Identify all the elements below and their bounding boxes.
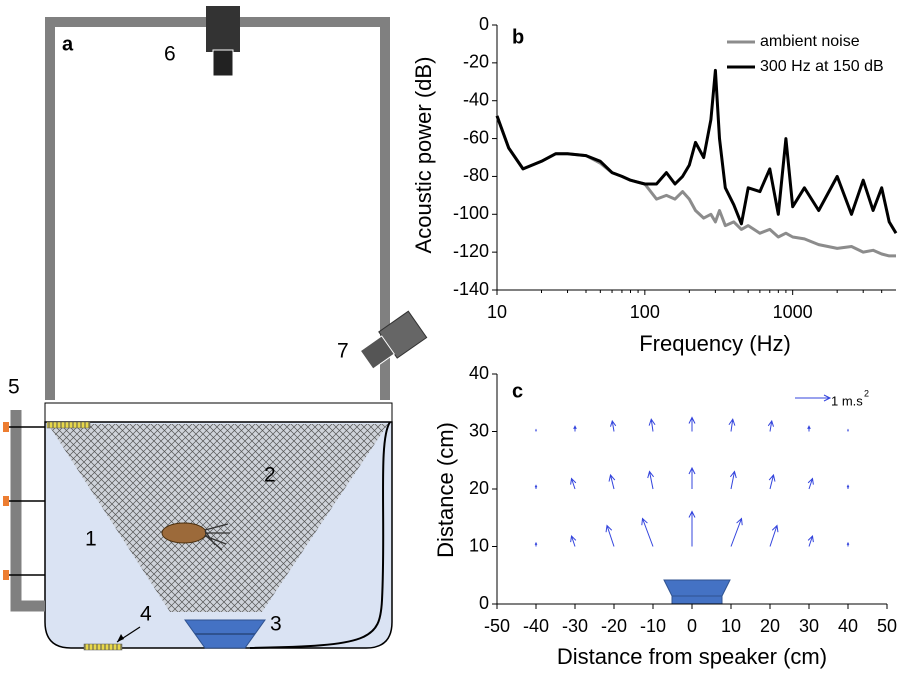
y-tick-label: -40: [463, 89, 489, 109]
data-line: [495, 68, 898, 234]
x-tick-label: -40: [523, 616, 549, 636]
vector-arrow: [768, 473, 776, 490]
part-label: 7: [337, 340, 349, 363]
x-tick-label: 0: [687, 616, 697, 636]
vector-arrow: [605, 524, 615, 547]
part-label: 2: [264, 464, 276, 487]
part-label: 3: [270, 613, 282, 636]
frame: [45, 17, 390, 400]
vector-arrow: [573, 425, 577, 432]
x-tick-label: 10: [721, 616, 741, 636]
vector-arrow: [647, 470, 655, 490]
squid: [161, 522, 230, 551]
x-axis-label: Frequency (Hz): [639, 331, 791, 356]
vector-arrow: [730, 517, 743, 547]
x-tick-label: 20: [760, 616, 780, 636]
y-tick-label: -60: [463, 127, 489, 147]
x-tick-label: 100: [630, 302, 660, 322]
vector-arrow: [846, 484, 850, 489]
y-tick-label: -20: [463, 52, 489, 72]
y-tick-label: 0: [479, 593, 489, 613]
part-label: 5: [8, 376, 20, 399]
y-tick-label: -140: [453, 279, 489, 299]
y-tick-label: 20: [469, 478, 489, 498]
vector-arrow: [534, 484, 538, 489]
hydrophone: [83, 643, 123, 651]
y-tick-label: -80: [463, 165, 489, 185]
part-label: 4: [140, 603, 152, 626]
x-axis-label: Distance from speaker (cm): [557, 644, 827, 669]
pipe: [10, 410, 45, 612]
reference-label: 1 m.s: [831, 393, 863, 408]
vector-arrow: [688, 416, 696, 432]
vector-arrow: [570, 477, 577, 490]
camera-top-lens: [212, 49, 234, 77]
reference-label-sup: 2: [864, 388, 869, 398]
x-tick-label: -30: [562, 616, 588, 636]
reference-arrow: [795, 394, 832, 402]
vector-arrow: [641, 517, 654, 547]
vector-arrow: [807, 425, 811, 432]
setup-diagram: a 1 2 3 4 5 6 7: [3, 6, 428, 651]
panel-label: a: [62, 33, 74, 55]
net: [48, 424, 388, 612]
valves: [3, 422, 9, 580]
x-tick-label: 40: [838, 616, 858, 636]
cable: [249, 421, 391, 649]
vector-arrow: [728, 418, 736, 432]
tank-rim: [44, 402, 393, 423]
camera-side: [359, 310, 428, 370]
x-tick-label: -50: [484, 616, 510, 636]
panel-label: b: [512, 26, 524, 48]
vector-arrow: [535, 428, 537, 432]
vector-arrow: [847, 428, 849, 432]
vector-arrow: [608, 473, 616, 490]
vector-arrow: [846, 541, 850, 547]
pipe-outlets: [8, 426, 45, 576]
y-tick-label: -100: [453, 203, 489, 223]
y-tick-label: 40: [469, 363, 489, 383]
x-tick-label: -20: [601, 616, 627, 636]
y-tick-label: -120: [453, 241, 489, 261]
hydrophone: [46, 421, 91, 429]
legend-label: ambient noise: [760, 33, 860, 50]
speaker-icon: [663, 579, 731, 605]
y-tick-label: 10: [469, 535, 489, 555]
x-tick-label: 50: [877, 616, 897, 636]
y-axis-label: Acoustic power (dB): [411, 57, 436, 254]
legend-label: 300 Hz at 150 dB: [760, 58, 884, 75]
vector-arrow: [807, 477, 814, 490]
x-tick-label: 1000: [773, 302, 813, 322]
part-label: 6: [164, 43, 176, 66]
y-axis-label: Distance (cm): [433, 422, 458, 558]
vector-arrow: [767, 419, 774, 432]
vector-arrow: [769, 524, 779, 547]
x-tick-label: -10: [640, 616, 666, 636]
arrow-head: [117, 634, 124, 642]
camera-top: [206, 6, 240, 52]
vector-arrow: [534, 541, 538, 547]
vector-arrow: [688, 510, 696, 547]
vector-arrow: [610, 419, 617, 432]
x-tick-label: 10: [487, 302, 507, 322]
y-tick-label: 30: [469, 420, 489, 440]
vector-arrow: [807, 534, 814, 547]
panel-label: c: [512, 380, 523, 402]
vector-arrow: [648, 418, 656, 432]
vector-arrow: [688, 466, 696, 489]
vector-arrow: [570, 534, 577, 547]
vector-arrow: [729, 470, 737, 490]
data-line: [495, 115, 896, 258]
part-label: 1: [85, 528, 97, 551]
x-tick-label: 30: [799, 616, 819, 636]
y-tick-label: 0: [479, 14, 489, 34]
